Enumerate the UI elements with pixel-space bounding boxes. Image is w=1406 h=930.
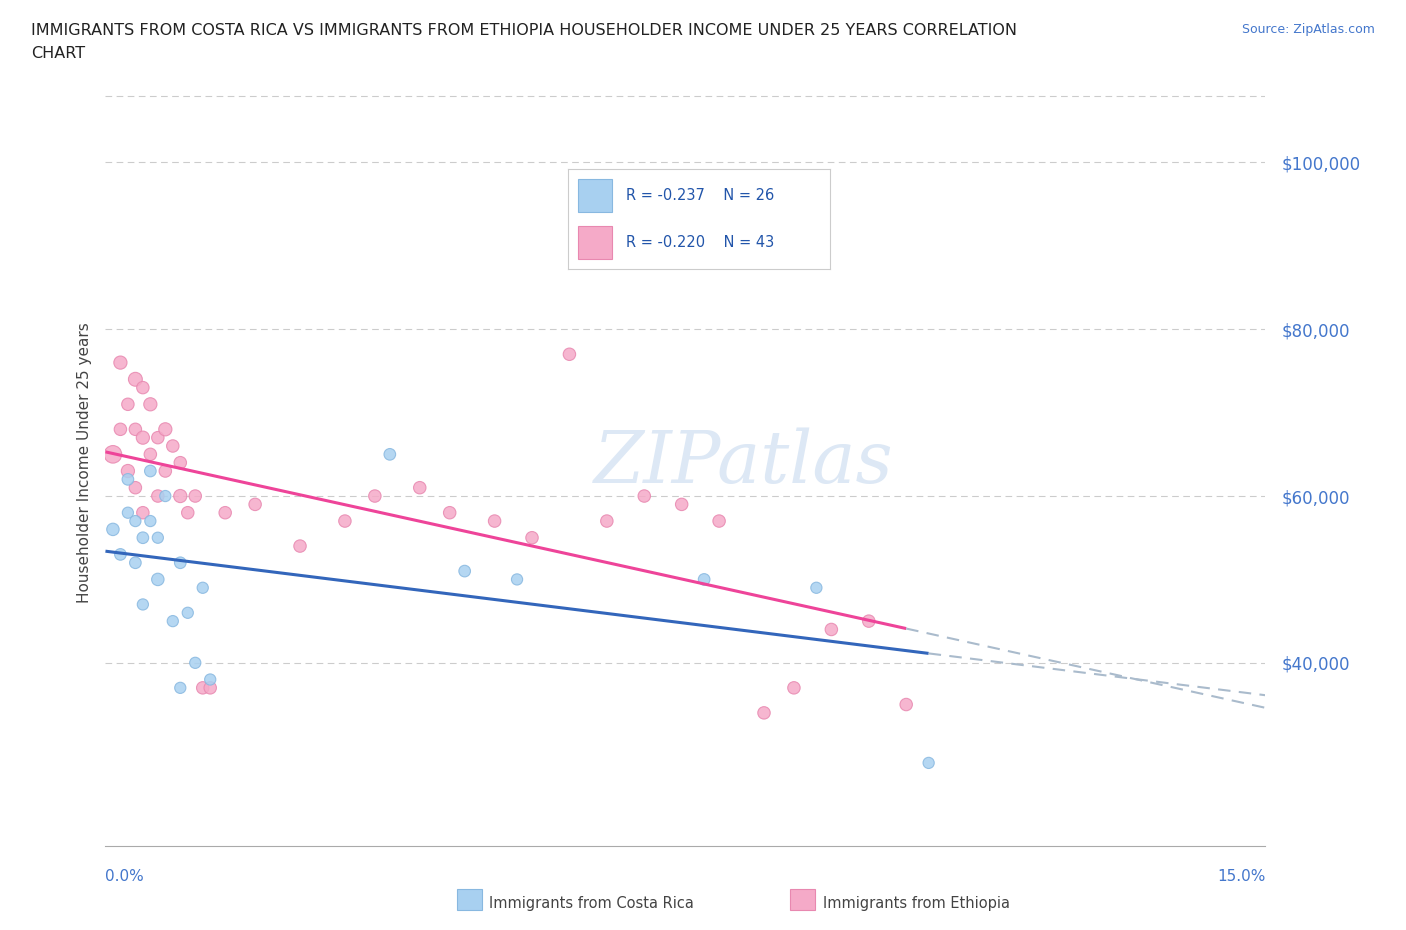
Point (139, 513, 162, 528)
Point (117, 463, 139, 478)
Point (169, 555, 191, 570)
Text: R = -0.220    N = 43: R = -0.220 N = 43 (626, 234, 773, 249)
Text: 15.0%: 15.0% (1218, 869, 1265, 883)
Point (155, 488, 177, 503)
Point (146, 488, 169, 503)
Point (288, 538, 311, 553)
Point (162, 614, 184, 629)
Point (707, 513, 730, 528)
Point (117, 397, 139, 412)
Point (184, 488, 207, 503)
Point (783, 681, 806, 696)
Point (124, 555, 146, 570)
Point (506, 572, 529, 587)
Text: Source: ZipAtlas.com: Source: ZipAtlas.com (1241, 23, 1375, 36)
Point (917, 755, 939, 770)
Point (378, 447, 401, 462)
Point (896, 698, 918, 712)
Point (558, 347, 581, 362)
Point (132, 597, 155, 612)
Point (146, 431, 169, 445)
Point (858, 614, 880, 629)
Point (177, 505, 200, 520)
Text: Immigrants from Costa Rica: Immigrants from Costa Rica (489, 896, 695, 910)
Text: ZIPatlas: ZIPatlas (593, 428, 893, 498)
Point (132, 505, 155, 520)
Text: 0.0%: 0.0% (105, 869, 145, 883)
Text: R = -0.237    N = 26: R = -0.237 N = 26 (626, 189, 773, 204)
Point (633, 488, 655, 503)
Point (439, 505, 461, 520)
Point (184, 656, 207, 671)
Point (520, 530, 543, 545)
Point (453, 564, 475, 578)
Point (596, 513, 619, 528)
Point (177, 605, 200, 620)
Point (200, 672, 222, 687)
Point (132, 530, 155, 545)
Point (820, 622, 842, 637)
Point (169, 681, 191, 696)
Point (139, 447, 162, 462)
Point (214, 505, 236, 520)
Bar (578, 226, 613, 259)
Point (162, 439, 184, 454)
Text: CHART: CHART (31, 46, 84, 61)
Bar (578, 179, 613, 212)
Point (132, 380, 155, 395)
Point (169, 455, 191, 470)
Point (124, 422, 146, 437)
Text: IMMIGRANTS FROM COSTA RICA VS IMMIGRANTS FROM ETHIOPIA HOUSEHOLDER INCOME UNDER : IMMIGRANTS FROM COSTA RICA VS IMMIGRANTS… (31, 23, 1017, 38)
Point (139, 463, 162, 478)
Point (110, 355, 132, 370)
Point (101, 447, 124, 462)
Point (409, 480, 432, 495)
Point (200, 681, 222, 696)
Point (191, 580, 214, 595)
Point (146, 530, 169, 545)
Point (693, 572, 716, 587)
Point (752, 706, 775, 721)
Point (191, 681, 214, 696)
Point (484, 513, 506, 528)
Point (806, 580, 828, 595)
Y-axis label: Householder Income Under 25 years: Householder Income Under 25 years (76, 323, 91, 603)
Point (364, 488, 387, 503)
Point (117, 505, 139, 520)
Point (101, 522, 124, 537)
Point (333, 513, 356, 528)
Point (155, 422, 177, 437)
Point (132, 431, 155, 445)
Point (671, 497, 693, 512)
Point (155, 463, 177, 478)
Point (124, 513, 146, 528)
Point (146, 572, 169, 587)
Point (139, 397, 162, 412)
Point (243, 497, 266, 512)
Point (110, 547, 132, 562)
Point (110, 422, 132, 437)
Point (169, 488, 191, 503)
Point (124, 372, 146, 387)
Point (124, 480, 146, 495)
Text: Immigrants from Ethiopia: Immigrants from Ethiopia (823, 896, 1010, 910)
Point (117, 472, 139, 486)
